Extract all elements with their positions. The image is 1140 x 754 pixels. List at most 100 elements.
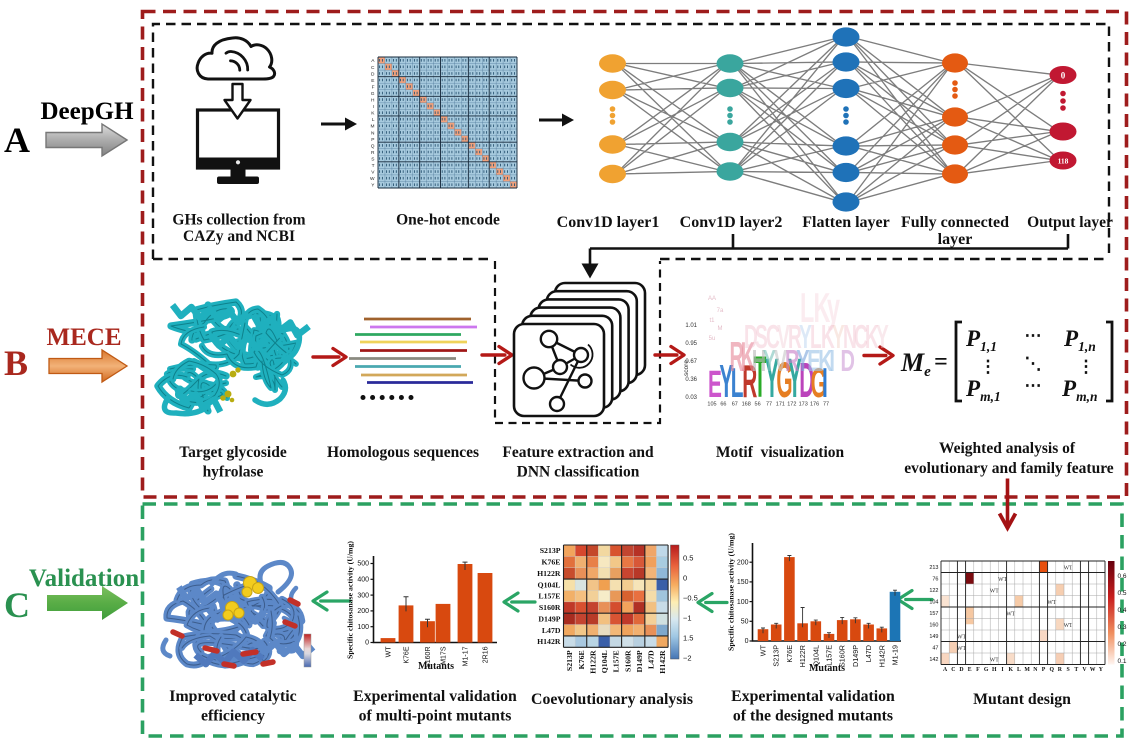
svg-text:Output layer: Output layer bbox=[1027, 214, 1113, 231]
svg-text:S160R: S160R bbox=[539, 603, 561, 612]
svg-text:⋮: ⋮ bbox=[980, 357, 997, 376]
svg-text:Y: Y bbox=[832, 317, 845, 355]
svg-text:76: 76 bbox=[932, 577, 938, 583]
svg-text:R: R bbox=[788, 317, 802, 355]
svg-text:L157E: L157E bbox=[825, 645, 834, 666]
svg-text:400: 400 bbox=[357, 577, 369, 584]
svg-text:−2: −2 bbox=[683, 654, 692, 663]
svg-text:WT: WT bbox=[1047, 600, 1056, 606]
svg-text:R: R bbox=[371, 150, 375, 156]
svg-text:K: K bbox=[821, 317, 835, 355]
svg-text:efficiency: efficiency bbox=[201, 708, 265, 725]
svg-text:V: V bbox=[371, 170, 375, 176]
svg-text:0.03: 0.03 bbox=[685, 395, 697, 401]
svg-text:Y: Y bbox=[765, 347, 779, 409]
svg-text:K: K bbox=[818, 345, 833, 378]
svg-text:T: T bbox=[754, 345, 767, 410]
svg-text:WT: WT bbox=[957, 646, 966, 652]
svg-text:77: 77 bbox=[766, 402, 772, 408]
svg-text:D149P: D149P bbox=[635, 650, 644, 672]
svg-text:172: 172 bbox=[787, 402, 796, 408]
svg-text:500: 500 bbox=[357, 561, 369, 568]
svg-text:P1,n: P1,n bbox=[1063, 326, 1096, 354]
svg-text:0.3: 0.3 bbox=[1118, 624, 1127, 631]
svg-text:100: 100 bbox=[737, 599, 749, 606]
svg-text:M: M bbox=[1024, 667, 1030, 673]
svg-text:Y: Y bbox=[796, 345, 809, 378]
svg-text:66: 66 bbox=[720, 402, 726, 408]
svg-text:⋱: ⋱ bbox=[1025, 354, 1042, 373]
svg-text:AA: AA bbox=[708, 296, 716, 302]
svg-text:50: 50 bbox=[741, 619, 749, 626]
svg-text:V: V bbox=[774, 345, 788, 378]
svg-text:H: H bbox=[992, 667, 997, 673]
svg-text:67: 67 bbox=[732, 402, 738, 408]
svg-text:I: I bbox=[822, 360, 828, 407]
svg-text:105: 105 bbox=[707, 402, 716, 408]
svg-text:Specific chitosanase activity: Specific chitosanase activity (U/mg) bbox=[727, 533, 736, 651]
svg-text:K76E: K76E bbox=[577, 650, 586, 669]
svg-text:0: 0 bbox=[1061, 71, 1066, 81]
svg-text:I: I bbox=[373, 104, 374, 110]
svg-text:0.67: 0.67 bbox=[685, 359, 697, 365]
svg-text:0.5: 0.5 bbox=[1118, 590, 1127, 597]
svg-text:1.5: 1.5 bbox=[683, 634, 693, 643]
svg-text:Validation: Validation bbox=[29, 565, 139, 592]
svg-text:S160R: S160R bbox=[623, 650, 632, 672]
svg-text:H142R: H142R bbox=[537, 637, 561, 646]
svg-text:B: B bbox=[4, 343, 28, 383]
svg-text:evolutionary and family featur: evolutionary and family feature bbox=[904, 460, 1113, 477]
svg-text:WT: WT bbox=[1006, 611, 1015, 617]
svg-text:One-hot encode: One-hot encode bbox=[396, 212, 500, 229]
svg-text:=: = bbox=[934, 349, 948, 375]
svg-text:Improved catalytic: Improved catalytic bbox=[169, 688, 296, 705]
svg-text:H: H bbox=[752, 345, 766, 378]
svg-text:Me: Me bbox=[900, 348, 931, 380]
svg-text:Coevolutionary analysis: Coevolutionary analysis bbox=[531, 691, 693, 708]
svg-text:Y: Y bbox=[719, 356, 733, 408]
svg-text:Y: Y bbox=[788, 347, 802, 409]
svg-text:Q104L: Q104L bbox=[811, 645, 820, 667]
svg-text:G: G bbox=[984, 667, 989, 673]
svg-text:173: 173 bbox=[799, 402, 808, 408]
svg-text:0: 0 bbox=[365, 640, 369, 647]
svg-text:L: L bbox=[372, 117, 375, 123]
svg-text:K76E: K76E bbox=[541, 558, 560, 567]
svg-text:7a: 7a bbox=[717, 308, 724, 314]
svg-text:176: 176 bbox=[810, 402, 819, 408]
svg-text:171: 171 bbox=[776, 402, 785, 408]
svg-text:y: y bbox=[827, 285, 840, 332]
svg-text:100: 100 bbox=[357, 624, 369, 631]
svg-text:I: I bbox=[1001, 667, 1004, 673]
svg-text:142: 142 bbox=[929, 657, 938, 663]
svg-text:Experimental validation: Experimental validation bbox=[353, 688, 517, 705]
svg-text:MECE: MECE bbox=[47, 324, 122, 351]
svg-text:168: 168 bbox=[742, 402, 751, 408]
svg-text:200: 200 bbox=[737, 559, 749, 566]
svg-text:Experimental validation: Experimental validation bbox=[731, 688, 895, 705]
svg-text:GHs collection from: GHs collection from bbox=[172, 212, 305, 229]
svg-text:Mutants: Mutants bbox=[809, 663, 845, 674]
svg-text:S213P: S213P bbox=[772, 645, 781, 667]
svg-text:2R16: 2R16 bbox=[483, 646, 490, 663]
svg-text:L47D: L47D bbox=[647, 650, 656, 669]
svg-text:D149P: D149P bbox=[851, 645, 860, 667]
svg-text:WT: WT bbox=[990, 588, 999, 594]
svg-text:M: M bbox=[371, 124, 375, 130]
svg-text:S: S bbox=[755, 317, 768, 355]
svg-text:A: A bbox=[4, 120, 30, 160]
svg-text:K76E: K76E bbox=[404, 646, 411, 663]
svg-text:E: E bbox=[807, 345, 820, 378]
svg-text:⋮: ⋮ bbox=[1078, 357, 1095, 376]
svg-text:160: 160 bbox=[929, 623, 938, 629]
svg-text:M17S: M17S bbox=[441, 646, 448, 665]
svg-text:S213P: S213P bbox=[565, 650, 574, 671]
svg-text:M: M bbox=[718, 326, 723, 332]
svg-text:M1-17: M1-17 bbox=[463, 646, 470, 666]
svg-text:WT: WT bbox=[386, 646, 393, 658]
svg-text:P1,1: P1,1 bbox=[965, 326, 997, 354]
svg-text:S160R: S160R bbox=[425, 647, 432, 668]
svg-text:C: C bbox=[4, 585, 30, 625]
svg-text:W: W bbox=[1090, 667, 1096, 673]
svg-text:layer: layer bbox=[938, 231, 973, 248]
